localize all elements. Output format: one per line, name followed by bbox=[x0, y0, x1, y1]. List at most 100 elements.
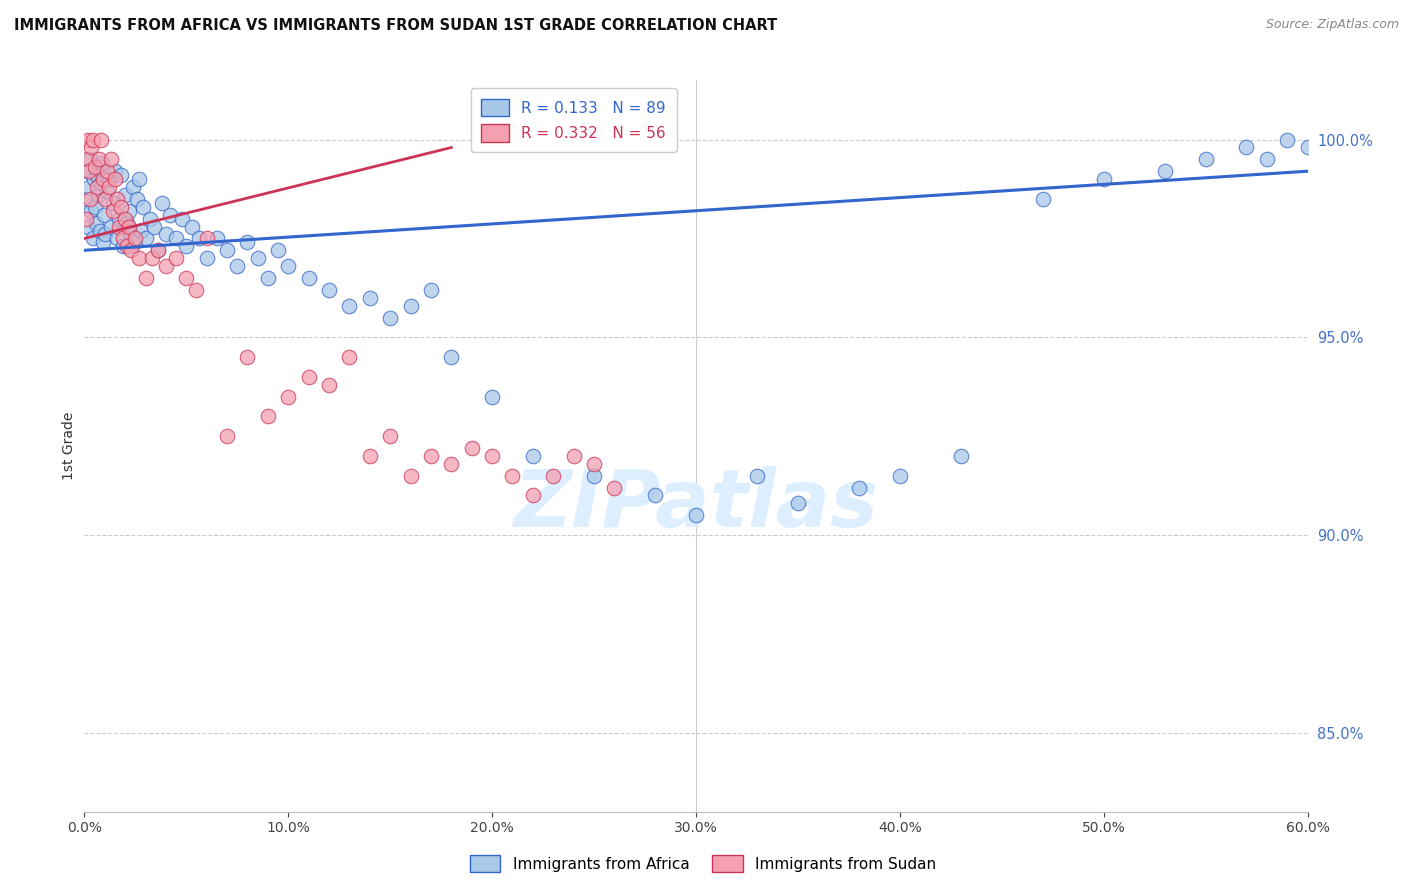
Point bbox=[76, 153, 98, 167]
Point bbox=[217, 244, 239, 258]
Point bbox=[277, 390, 299, 404]
Point bbox=[1032, 192, 1054, 206]
Point bbox=[104, 172, 127, 186]
Text: ZIPatlas: ZIPatlas bbox=[513, 466, 879, 543]
Point bbox=[257, 271, 280, 285]
Point bbox=[93, 227, 117, 242]
Point bbox=[1277, 132, 1299, 146]
Point bbox=[150, 195, 173, 210]
Point bbox=[787, 496, 810, 510]
Point bbox=[298, 271, 321, 285]
Point bbox=[195, 251, 218, 265]
Point bbox=[127, 192, 149, 206]
Point bbox=[543, 468, 565, 483]
Y-axis label: 1st Grade: 1st Grade bbox=[62, 412, 76, 480]
Point bbox=[1337, 172, 1360, 186]
Point bbox=[359, 449, 381, 463]
Point bbox=[100, 153, 122, 167]
Point bbox=[120, 244, 142, 258]
Point bbox=[83, 161, 105, 175]
Point bbox=[142, 219, 165, 234]
Point bbox=[187, 231, 209, 245]
Point bbox=[155, 227, 177, 242]
Point bbox=[747, 468, 769, 483]
Point bbox=[101, 203, 124, 218]
Point bbox=[174, 239, 197, 253]
Point bbox=[186, 283, 208, 297]
Point bbox=[90, 156, 112, 170]
Point bbox=[87, 153, 110, 167]
Point bbox=[97, 180, 120, 194]
Point bbox=[205, 231, 228, 245]
Point bbox=[114, 211, 136, 226]
Point bbox=[339, 299, 361, 313]
Point bbox=[440, 457, 463, 471]
Point bbox=[583, 468, 606, 483]
Point bbox=[1317, 164, 1340, 178]
Point bbox=[165, 251, 187, 265]
Legend: R = 0.133   N = 89, R = 0.332   N = 56: R = 0.133 N = 89, R = 0.332 N = 56 bbox=[471, 88, 676, 153]
Point bbox=[380, 310, 402, 325]
Point bbox=[132, 200, 155, 214]
Point bbox=[115, 216, 138, 230]
Point bbox=[93, 208, 115, 222]
Point bbox=[277, 259, 299, 273]
Point bbox=[848, 481, 870, 495]
Point bbox=[89, 223, 111, 237]
Point bbox=[128, 251, 150, 265]
Point bbox=[114, 188, 136, 202]
Point bbox=[236, 235, 259, 250]
Point bbox=[110, 200, 132, 214]
Point bbox=[93, 192, 117, 206]
Point bbox=[124, 231, 146, 245]
Point bbox=[97, 172, 120, 186]
Point bbox=[90, 176, 112, 190]
Point bbox=[502, 468, 524, 483]
Point bbox=[86, 168, 108, 182]
Point bbox=[1296, 140, 1319, 154]
Point bbox=[181, 219, 204, 234]
Point bbox=[380, 429, 402, 443]
Point bbox=[80, 140, 103, 154]
Point bbox=[165, 231, 187, 245]
Point bbox=[91, 172, 114, 186]
Point bbox=[217, 429, 239, 443]
Point bbox=[440, 350, 463, 364]
Point bbox=[1195, 153, 1218, 167]
Point bbox=[77, 219, 100, 234]
Point bbox=[481, 390, 503, 404]
Point bbox=[399, 468, 422, 483]
Point bbox=[110, 168, 132, 182]
Point bbox=[104, 164, 127, 178]
Point bbox=[461, 441, 484, 455]
Point bbox=[79, 153, 101, 167]
Point bbox=[112, 239, 135, 253]
Point bbox=[118, 219, 141, 234]
Point bbox=[1256, 153, 1278, 167]
Point bbox=[1358, 180, 1381, 194]
Text: IMMIGRANTS FROM AFRICA VS IMMIGRANTS FROM SUDAN 1ST GRADE CORRELATION CHART: IMMIGRANTS FROM AFRICA VS IMMIGRANTS FRO… bbox=[14, 18, 778, 33]
Point bbox=[950, 449, 973, 463]
Point bbox=[522, 488, 544, 502]
Point bbox=[105, 231, 128, 245]
Point bbox=[108, 211, 131, 226]
Point bbox=[318, 283, 340, 297]
Point bbox=[124, 235, 146, 250]
Point bbox=[298, 369, 321, 384]
Point bbox=[685, 508, 707, 523]
Point bbox=[399, 299, 422, 313]
Point bbox=[120, 227, 142, 242]
Point bbox=[82, 231, 104, 245]
Point bbox=[87, 161, 110, 175]
Point bbox=[135, 231, 157, 245]
Point bbox=[141, 251, 163, 265]
Point bbox=[138, 211, 160, 226]
Point bbox=[603, 481, 626, 495]
Point bbox=[174, 271, 197, 285]
Text: Source: ZipAtlas.com: Source: ZipAtlas.com bbox=[1265, 18, 1399, 31]
Point bbox=[83, 200, 105, 214]
Point bbox=[96, 164, 118, 178]
Point bbox=[79, 192, 101, 206]
Point bbox=[90, 132, 112, 146]
Point bbox=[562, 449, 585, 463]
